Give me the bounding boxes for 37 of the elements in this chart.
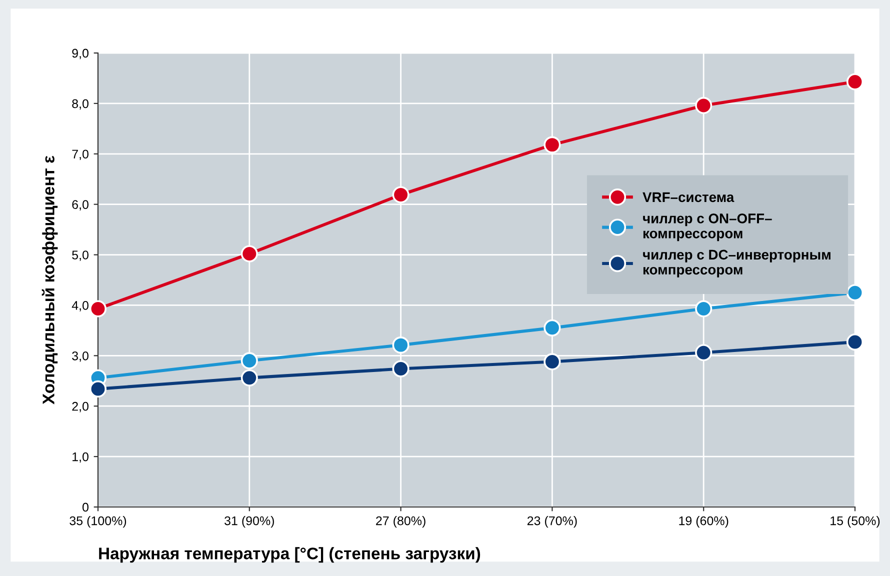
point: [392, 186, 410, 204]
x-tick-label: 23 (70%): [527, 516, 577, 528]
x-tick-label: 27 (80%): [376, 516, 426, 528]
point: [695, 344, 712, 362]
x-tick-label: 35 (100%): [70, 516, 126, 528]
legend-label: VRF–система: [642, 192, 734, 202]
x-axis-title: Наружная температура [°C] (степень загрузки): [99, 547, 480, 563]
point: [544, 353, 561, 370]
point: [240, 369, 258, 386]
y-tick-label: 4,0: [72, 301, 88, 312]
y-tick-label: 9,0: [72, 48, 88, 60]
y-axis-title: Холодильный коэффициент ε: [42, 156, 58, 404]
point: [846, 284, 864, 302]
y-tick-label: 5,0: [72, 250, 88, 261]
point: [846, 73, 864, 90]
point: [89, 300, 107, 318]
y-tick-label: 3,0: [72, 351, 88, 362]
point: [544, 136, 561, 154]
legend-label: чиллер с DC–инверторным компрессором: [643, 250, 830, 278]
point: [89, 380, 107, 398]
point: [240, 352, 258, 370]
x-tick-label: 19 (60%): [679, 516, 728, 528]
y-tick-label: 0: [82, 502, 88, 512]
point: [392, 360, 410, 378]
point: [392, 336, 410, 354]
point: [695, 300, 712, 318]
y-tick-label: 7,0: [72, 150, 88, 160]
y-tick-label: 1,0: [72, 452, 88, 463]
x-tick-label: 15 (50%): [830, 516, 880, 528]
point: [695, 96, 712, 114]
y-tick-label: 8,0: [72, 99, 88, 110]
y-tick-label: 6,0: [72, 200, 88, 210]
x-tick-label: 31 (90%): [224, 516, 274, 528]
y-tick-label: 2,0: [72, 402, 88, 412]
point: [846, 334, 864, 351]
point: [544, 319, 561, 336]
point: [240, 245, 258, 262]
